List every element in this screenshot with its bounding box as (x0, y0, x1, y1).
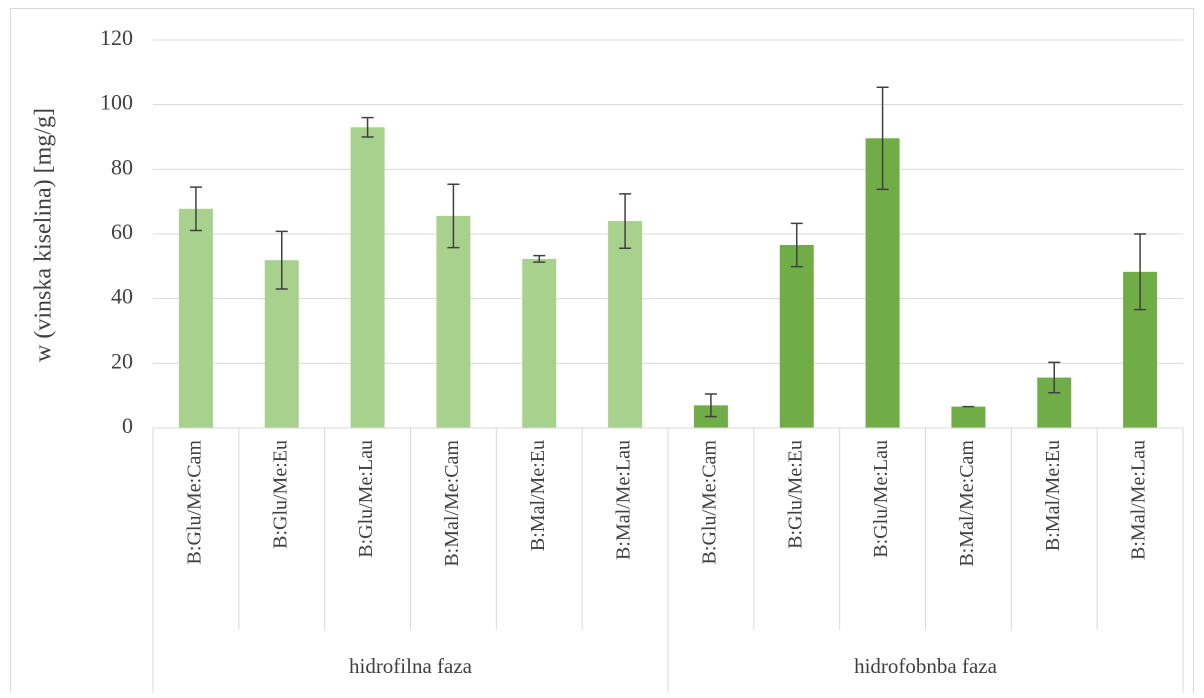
error-bar (275, 230, 288, 290)
bar (608, 221, 643, 428)
y-tick-label: 20 (111, 348, 133, 373)
y-tick-label: 80 (111, 154, 133, 179)
x-tick-label: B:Glu/Me:Lau (870, 440, 892, 558)
y-axis-title: w (vinska kiselina) [mg/g] (31, 108, 57, 362)
y-tick-label: 60 (111, 219, 133, 244)
x-tick-label: B:Mal/Me:Eu (527, 440, 549, 551)
chart-border (10, 8, 1194, 698)
error-bar (704, 393, 717, 418)
bar (178, 208, 213, 428)
error-bar (533, 254, 546, 263)
x-tick-label: B:Glu/Me:Eu (269, 440, 291, 549)
x-tick-label: B:Glu/Me:Cam (184, 440, 206, 565)
error-bar (619, 193, 632, 249)
group-label: hidrofilna faza (349, 654, 473, 678)
bar (779, 244, 814, 428)
y-tick-label: 120 (100, 25, 133, 50)
bar (436, 215, 471, 428)
y-tick-label: 100 (100, 90, 133, 115)
x-tick-label: B:Mal/Me:Lau (1128, 440, 1150, 560)
error-bar (361, 116, 374, 138)
x-tick-label: B:Mal/Me:Cam (441, 440, 463, 567)
error-bar (447, 183, 460, 249)
group-label: hidrofobnba faza (854, 654, 998, 678)
x-tick-label: B:Glu/Me:Eu (784, 440, 806, 549)
bar (522, 258, 557, 428)
bar (951, 406, 986, 428)
error-bar (189, 186, 202, 232)
error-bar (876, 86, 889, 191)
y-tick-label: 40 (111, 284, 133, 309)
x-tick-label: B:Mal/Me:Cam (956, 440, 978, 567)
x-tick-label: B:Mal/Me:Lau (613, 440, 635, 560)
error-bar (1048, 361, 1061, 394)
bar (350, 127, 385, 429)
y-tick-label: 0 (122, 413, 133, 438)
x-tick-label: B:Glu/Me:Cam (699, 440, 721, 565)
error-bar (790, 222, 803, 268)
x-tick-label: B:Glu/Me:Lau (355, 440, 377, 558)
x-tick-label: B:Mal/Me:Eu (1042, 440, 1064, 551)
error-bar (1134, 233, 1147, 311)
